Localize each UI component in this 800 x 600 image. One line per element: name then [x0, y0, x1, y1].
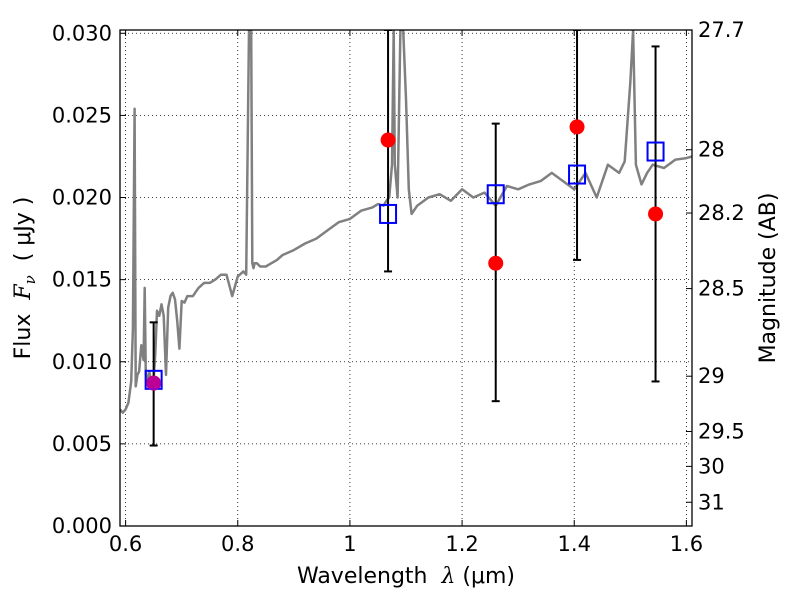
- x-tick-label: 0.8: [221, 532, 254, 556]
- x-axis: 0.6 0.8 1 1.2 1.4 1.6: [109, 30, 703, 556]
- x-axis-title-symbol: λ: [440, 564, 455, 589]
- plot-frame: [119, 29, 693, 527]
- y2-tick-label: 28: [698, 138, 725, 162]
- x-tick-label: 1: [343, 532, 356, 556]
- y-axis-title-symbol: F: [11, 284, 36, 301]
- y2-axis-title: Magnitude (AB): [756, 193, 781, 364]
- y-axis-title-suffix: ( μJy ): [11, 197, 36, 276]
- marker-layer: [144, 119, 665, 391]
- y-axis-title-prefix: Flux: [11, 300, 36, 360]
- y2-tick-label: 29.5: [698, 419, 745, 443]
- y-tick-label: 0.005: [52, 432, 112, 456]
- y2-tick-label: 28.5: [698, 277, 745, 301]
- y2-axis: 27.7 28 28.2 28.5 29 29.5 30 31: [686, 18, 745, 514]
- y-axis: 0.000 0.005 0.010 0.015 0.020 0.025 0.030: [52, 21, 126, 538]
- spectrum-line-layer: [120, 30, 692, 414]
- x-axis-title-suffix: (μm): [455, 564, 515, 589]
- observed-flux-point: [380, 132, 396, 148]
- y2-tick-label: 30: [698, 454, 725, 478]
- y-tick-label: 0.025: [52, 103, 112, 127]
- model-flux-square: [568, 164, 587, 185]
- y-axis-title-subscript: ν: [21, 275, 39, 284]
- x-tick-label: 1.4: [558, 532, 591, 556]
- observed-flux-point: [569, 119, 585, 135]
- y-tick-label: 0.020: [52, 186, 112, 210]
- y2-tick-label: 31: [698, 490, 725, 514]
- model-flux-square: [486, 184, 505, 205]
- observed-flux-point: [648, 206, 664, 222]
- x-tick-label: 1.6: [670, 532, 703, 556]
- model-flux-square: [646, 141, 665, 162]
- y-tick-label: 0.010: [52, 350, 112, 374]
- y2-tick-label: 28.2: [698, 201, 745, 225]
- x-tick-label: 0.6: [109, 532, 142, 556]
- model-flux-square: [379, 203, 398, 224]
- x-tick-label: 1.2: [445, 532, 478, 556]
- y2-tick-label: 27.7: [698, 18, 745, 42]
- y-tick-label: 0.015: [52, 268, 112, 292]
- x-axis-title: Wavelength λ (μm): [297, 564, 515, 589]
- overlap-point: [146, 375, 162, 391]
- x-axis-title-prefix: Wavelength: [297, 564, 442, 589]
- y-axis-title: Flux Fν ( μJy ): [11, 197, 39, 360]
- spectrum-line: [120, 30, 692, 414]
- y-tick-label: 0.030: [52, 21, 112, 45]
- observed-flux-point: [488, 255, 504, 271]
- y2-tick-label: 29: [698, 364, 725, 388]
- y-tick-label: 0.000: [52, 514, 112, 538]
